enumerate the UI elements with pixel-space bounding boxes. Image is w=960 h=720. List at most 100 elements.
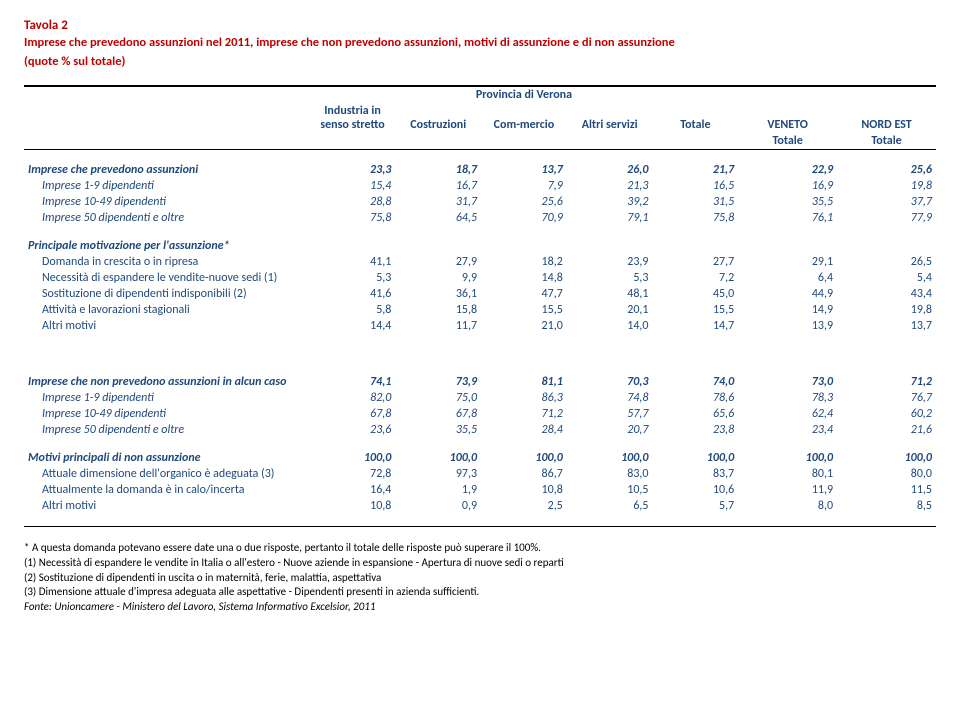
row-label: Imprese 1-9 dipendenti xyxy=(24,178,310,194)
col-group-provincia: Provincia di Verona xyxy=(310,87,739,103)
cell-value: 10,8 xyxy=(310,498,396,514)
cell-value xyxy=(738,238,837,254)
row-label: Necessità di espandere le vendite-nuove … xyxy=(24,270,310,286)
cell-value: 41,1 xyxy=(310,254,396,270)
cell-value: 9,9 xyxy=(395,270,481,286)
cell-value: 79,1 xyxy=(567,210,653,226)
table-row: Imprese che prevedono assunzioni23,318,7… xyxy=(24,162,936,178)
cell-value: 13,9 xyxy=(738,318,837,334)
row-label: Imprese 10-49 dipendenti xyxy=(24,406,310,422)
cell-value: 15,4 xyxy=(310,178,396,194)
cell-value: 36,1 xyxy=(395,286,481,302)
cell-value: 7,2 xyxy=(652,270,738,286)
col-veneto: VENETO xyxy=(738,103,837,133)
cell-value: 21,6 xyxy=(837,422,936,438)
cell-value: 19,8 xyxy=(837,178,936,194)
col-industria: Industria in senso stretto xyxy=(310,103,396,133)
table-row: Sostituzione di dipendenti indisponibili… xyxy=(24,286,936,302)
cell-value: 23,8 xyxy=(652,422,738,438)
cell-value: 67,8 xyxy=(395,406,481,422)
cell-value: 86,3 xyxy=(481,390,567,406)
footnotes: * A questa domanda potevano essere date … xyxy=(24,541,936,615)
cell-value: 21,0 xyxy=(481,318,567,334)
cell-value: 0,9 xyxy=(395,498,481,514)
cell-value: 14,0 xyxy=(567,318,653,334)
cell-value: 15,8 xyxy=(395,302,481,318)
cell-value: 72,8 xyxy=(310,466,396,482)
cell-value: 31,5 xyxy=(652,194,738,210)
cell-value: 8,5 xyxy=(837,498,936,514)
cell-value: 8,0 xyxy=(738,498,837,514)
cell-value: 100,0 xyxy=(395,450,481,466)
table-row: Necessità di espandere le vendite-nuove … xyxy=(24,270,936,286)
cell-value: 13,7 xyxy=(481,162,567,178)
cell-value: 78,6 xyxy=(652,390,738,406)
cell-value: 76,7 xyxy=(837,390,936,406)
table-row: Attuale dimensione dell'organico è adegu… xyxy=(24,466,936,482)
footnote-star: * A questa domanda potevano essere date … xyxy=(24,541,936,556)
cell-value: 16,9 xyxy=(738,178,837,194)
cell-value: 5,4 xyxy=(837,270,936,286)
footnote-2: (2) Sostituzione di dipendenti in uscita… xyxy=(24,571,936,586)
cell-value: 31,7 xyxy=(395,194,481,210)
col-veneto-sub: Totale xyxy=(738,133,837,149)
cell-value: 10,8 xyxy=(481,482,567,498)
cell-value: 18,7 xyxy=(395,162,481,178)
cell-value: 18,2 xyxy=(481,254,567,270)
cell-value: 75,8 xyxy=(652,210,738,226)
cell-value: 83,7 xyxy=(652,466,738,482)
cell-value: 22,9 xyxy=(738,162,837,178)
table-row: Imprese 10-49 dipendenti28,831,725,639,2… xyxy=(24,194,936,210)
cell-value: 26,0 xyxy=(567,162,653,178)
table-row: Imprese 50 dipendenti e oltre23,635,528,… xyxy=(24,422,936,438)
row-label: Imprese che prevedono assunzioni xyxy=(24,162,310,178)
footnote-source: Fonte: Unioncamere - Ministero del Lavor… xyxy=(24,600,936,615)
cell-value: 10,6 xyxy=(652,482,738,498)
cell-value: 14,7 xyxy=(652,318,738,334)
cell-value: 5,3 xyxy=(567,270,653,286)
row-label: Imprese 50 dipendenti e oltre xyxy=(24,210,310,226)
cell-value: 15,5 xyxy=(652,302,738,318)
cell-value: 10,5 xyxy=(567,482,653,498)
table-row: Altri motivi10,80,92,56,55,78,08,5 xyxy=(24,498,936,514)
table-row: Domanda in crescita o in ripresa41,127,9… xyxy=(24,254,936,270)
col-nordest-sub: Totale xyxy=(837,133,936,149)
cell-value: 25,6 xyxy=(481,194,567,210)
cell-value: 21,7 xyxy=(652,162,738,178)
cell-value: 74,1 xyxy=(310,374,396,390)
row-label: Principale motivazione per l'assunzione* xyxy=(24,238,310,254)
cell-value: 39,2 xyxy=(567,194,653,210)
cell-value: 75,0 xyxy=(395,390,481,406)
cell-value: 100,0 xyxy=(652,450,738,466)
cell-value: 29,1 xyxy=(738,254,837,270)
cell-value: 97,3 xyxy=(395,466,481,482)
cell-value: 74,8 xyxy=(567,390,653,406)
table-row: Imprese 50 dipendenti e oltre75,864,570,… xyxy=(24,210,936,226)
cell-value: 35,5 xyxy=(738,194,837,210)
row-label: Imprese che non prevedono assunzioni in … xyxy=(24,374,310,390)
cell-value: 100,0 xyxy=(567,450,653,466)
cell-value: 28,4 xyxy=(481,422,567,438)
cell-value: 28,8 xyxy=(310,194,396,210)
row-label: Domanda in crescita o in ripresa xyxy=(24,254,310,270)
row-label: Imprese 1-9 dipendenti xyxy=(24,390,310,406)
table-title: Imprese che prevedono assunzioni nel 201… xyxy=(24,35,936,52)
cell-value xyxy=(481,238,567,254)
cell-value: 75,8 xyxy=(310,210,396,226)
cell-value: 23,4 xyxy=(738,422,837,438)
cell-value: 71,2 xyxy=(481,406,567,422)
row-label: Attività e lavorazioni stagionali xyxy=(24,302,310,318)
cell-value: 86,7 xyxy=(481,466,567,482)
cell-value: 74,0 xyxy=(652,374,738,390)
cell-value: 76,1 xyxy=(738,210,837,226)
cell-value: 37,7 xyxy=(837,194,936,210)
cell-value: 81,1 xyxy=(481,374,567,390)
cell-value: 14,9 xyxy=(738,302,837,318)
table-row: Imprese 1-9 dipendenti15,416,77,921,316,… xyxy=(24,178,936,194)
cell-value: 70,3 xyxy=(567,374,653,390)
cell-value: 14,8 xyxy=(481,270,567,286)
cell-value: 43,4 xyxy=(837,286,936,302)
col-costruzioni: Costruzioni xyxy=(395,103,481,133)
footnote-1: (1) Necessità di espandere le vendite in… xyxy=(24,556,936,571)
cell-value: 44,9 xyxy=(738,286,837,302)
